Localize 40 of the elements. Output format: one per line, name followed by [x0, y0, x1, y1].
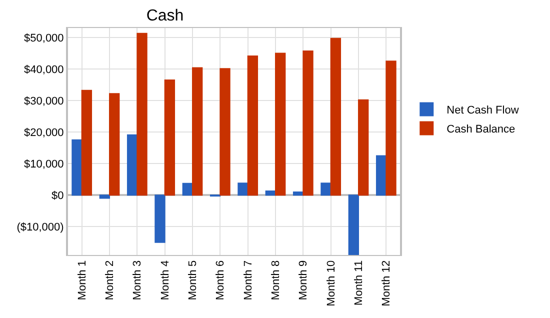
bar [302, 50, 314, 196]
chart-title: Cash [146, 8, 184, 25]
y-tick-label: $50,000 [24, 32, 64, 44]
bar [81, 90, 92, 196]
bar [247, 56, 258, 196]
x-tick-label: Month 5 [187, 260, 200, 300]
y-tick-label: $20,000 [24, 126, 64, 139]
x-tick-label: Month 7 [242, 260, 254, 300]
x-tick-label: Month 11 [353, 260, 366, 306]
bar [348, 194, 359, 255]
bar [320, 182, 332, 196]
bar [192, 67, 203, 196]
x-tick-label: Month 2 [104, 260, 116, 300]
bar [136, 32, 148, 196]
x-tick-label: Month 8 [270, 260, 282, 300]
x-tick-label: Month 9 [298, 260, 310, 300]
bar [330, 38, 342, 196]
x-tick-label: Month 4 [159, 260, 172, 300]
bar [220, 68, 230, 196]
x-tick-label: Month 6 [214, 260, 227, 300]
bar [154, 194, 166, 243]
bar [238, 182, 248, 196]
bar [72, 139, 82, 196]
x-tick-label: Month 3 [132, 260, 144, 300]
x-tick-label: Month 1 [76, 260, 88, 300]
bar [164, 80, 176, 196]
y-tick-label: $40,000 [24, 64, 64, 76]
y-tick-label: $10,000 [24, 158, 64, 170]
y-tick-label: $0 [52, 190, 64, 202]
y-tick-label: $30,000 [24, 95, 64, 108]
x-tick-label: Month 10 [325, 260, 338, 306]
legend-label: Net Cash Flow [446, 104, 519, 117]
x-tick-label: Month 12 [380, 260, 393, 306]
bar [386, 60, 396, 196]
legend-label: Cash Balance [446, 124, 516, 136]
bar [358, 99, 369, 196]
bar [275, 52, 286, 196]
bar [99, 194, 110, 199]
y-tick-label: ($10,000) [16, 221, 64, 234]
bar [109, 93, 120, 196]
